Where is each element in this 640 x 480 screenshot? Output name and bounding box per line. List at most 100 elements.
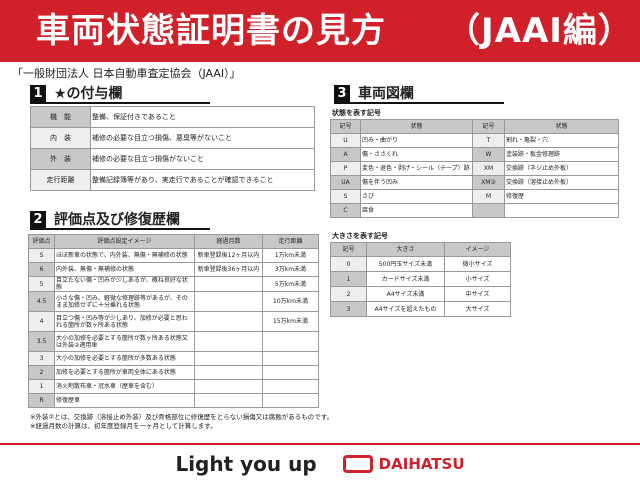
column-header: 経過月数 bbox=[194, 234, 263, 249]
table-cell: 変色・退色・剥げ・シール（テープ）跡 bbox=[360, 161, 473, 176]
table-cell bbox=[194, 393, 263, 408]
table-cell: 3 bbox=[28, 351, 55, 366]
table-cell bbox=[194, 311, 263, 332]
table-cell: 補修の必要な目立つ損傷がないこと bbox=[90, 148, 315, 170]
organization-label: 「一般財団法人 日本自動車査定協会（JAAI）」 bbox=[12, 67, 241, 80]
table-row: 2 A4サイズ未満 中サイズ bbox=[330, 286, 511, 302]
table-cell bbox=[262, 379, 319, 394]
table-row: S ほぼ新車の状態で、内外装、無傷・無補修の状態 新車登録後12ヶ月以内 1万km未満 bbox=[28, 248, 319, 263]
column-header: 走行距離 bbox=[262, 234, 319, 249]
table-cell: XM bbox=[472, 161, 505, 176]
table-row: 内 装補修の必要な目立つ損傷、悪臭等がないこと bbox=[30, 127, 315, 149]
column-header: 記号 bbox=[472, 119, 505, 134]
divider bbox=[0, 443, 640, 445]
table-cell: U bbox=[330, 133, 361, 148]
table-row: 2 加修を必要とする箇所が車両全体にある状態 bbox=[28, 365, 319, 380]
table-row: 機 能整備、保証付きであること bbox=[30, 106, 315, 128]
table-cell: 2 bbox=[28, 365, 55, 380]
table-cell: 凹み・曲がり bbox=[360, 133, 473, 148]
table-row: UA 傷を伴う凹み XM② 交換跡（溶接止め外板） bbox=[330, 175, 619, 190]
table-cell: 割れ・亀裂・穴 bbox=[504, 133, 619, 148]
section-title: 評価点及び修復歴欄 bbox=[54, 212, 180, 228]
table-row: 1 消火剤散布車・冠水車（歴車を含む） bbox=[28, 379, 319, 394]
table-cell: 2 bbox=[330, 286, 367, 302]
table-cell: 塗装跡・板金修理跡 bbox=[504, 147, 619, 162]
table-cell: 中サイズ bbox=[444, 286, 511, 302]
table-cell bbox=[504, 203, 619, 218]
table-cell: XM② bbox=[472, 175, 505, 190]
table-cell bbox=[194, 276, 263, 292]
column-header: イメージ bbox=[444, 242, 511, 257]
footer: Light you up DAIHATSU bbox=[0, 448, 640, 480]
table-cell bbox=[194, 351, 263, 366]
table-row: 外 装補修の必要な目立つ損傷がないこと bbox=[30, 148, 315, 170]
table-row: 1 カードサイズ未満 小サイズ bbox=[330, 271, 511, 287]
table-cell bbox=[194, 331, 263, 352]
table-cell: 補修の必要な目立つ損傷、悪臭等がないこと bbox=[90, 127, 315, 149]
star-table: 機 能整備、保証付きであること内 装補修の必要な目立つ損傷、悪臭等がないこと外 … bbox=[30, 106, 315, 191]
table-cell bbox=[262, 365, 319, 380]
table-cell: W bbox=[472, 147, 505, 162]
table-cell: 傷を伴う凹み bbox=[360, 175, 473, 190]
section-title: 車両図欄 bbox=[358, 86, 414, 102]
size-symbols-table: 記号 大きさ イメージ 0 500円玉サイズ未満 微小サイズ 1 カードサイズ未満 小サイズ 2 A… bbox=[330, 242, 511, 317]
section-1-heading: 1 ★の付与欄 bbox=[30, 84, 210, 104]
table-cell: 6 bbox=[28, 262, 55, 277]
table-cell: 加修を必要とする箇所が車両全体にある状態 bbox=[54, 365, 195, 380]
table-row: 3 大小の加修を必要とする箇所が多数ある状態 bbox=[28, 351, 319, 366]
section-number: 2 bbox=[30, 210, 46, 228]
table-cell: 大小の加修を必要とする箇所が数ヶ所ある状態又は外装②適用車 bbox=[54, 331, 195, 352]
table-cell bbox=[472, 203, 505, 218]
notes: ※外装②とは、交換跡（溶接止め外装）及び骨格部位に修復歴をとらない損傷又は腐蝕が… bbox=[30, 413, 333, 431]
table-cell: 1 bbox=[330, 271, 367, 287]
condition-symbols-caption: 状態を表す記号 bbox=[332, 109, 381, 117]
table-cell: 1万km未満 bbox=[262, 248, 319, 263]
table-row: C 腐食 bbox=[330, 203, 619, 218]
table-row: 走行距離 整備記録簿等があり、実走行であることが確認できること bbox=[30, 169, 315, 191]
table-cell: 大サイズ bbox=[444, 301, 511, 317]
table-cell: T bbox=[472, 133, 505, 148]
table-cell: 傷・ささくれ bbox=[360, 147, 473, 162]
title-banner: 車両状態証明書の見方 （JAAI編） bbox=[0, 0, 640, 62]
table-cell: 腐食 bbox=[360, 203, 473, 218]
table-row: 4.5 小さな傷・凹み、軽微な修理跡等があるが、そのまま加修せずに十分乗れる状態 1… bbox=[28, 291, 319, 312]
table-cell: 整備、保証付きであること bbox=[90, 106, 315, 128]
page-title: 車両状態証明書の見方 bbox=[36, 11, 386, 51]
column-header: 評価点設定イメージ bbox=[54, 234, 195, 249]
section-2-heading: 2 評価点及び修復歴欄 bbox=[30, 210, 210, 230]
table-cell: 0 bbox=[330, 256, 367, 272]
table-row: R 修復歴車 bbox=[28, 393, 319, 408]
column-header: 状態 bbox=[360, 119, 473, 134]
table-cell: S bbox=[330, 189, 361, 204]
section-title: ★の付与欄 bbox=[54, 86, 123, 102]
table-cell bbox=[194, 365, 263, 380]
table-cell: 修復歴車 bbox=[54, 393, 195, 408]
table-row: 5 目立たない傷・凹みが少しあるが、概ね良好な状態 5万km未満 bbox=[28, 276, 319, 292]
table-cell: 10万km未満 bbox=[262, 291, 319, 312]
table-cell: 内 装 bbox=[30, 127, 91, 149]
table-cell: 目立たない傷・凹みが少しあるが、概ね良好な状態 bbox=[54, 276, 195, 292]
section-number: 3 bbox=[334, 84, 350, 102]
slogan-logo: Light you up bbox=[175, 452, 317, 476]
table-cell: A4サイズ未満 bbox=[366, 286, 445, 302]
table-cell: 走行距離 bbox=[30, 169, 91, 191]
table-cell bbox=[262, 351, 319, 366]
table-cell: 目立つ傷・凹み等が少しあり、加修が必要と思われる箇所が数ヶ所ある状態 bbox=[54, 311, 195, 332]
table-cell: 500円玉サイズ未満 bbox=[366, 256, 445, 272]
table-cell: 内外装、無傷・無補修の状態 bbox=[54, 262, 195, 277]
table-cell: 交換跡（溶接止め外板） bbox=[504, 175, 619, 190]
table-cell: 5 bbox=[28, 276, 55, 292]
size-symbols-caption: 大きさを表す記号 bbox=[332, 232, 388, 240]
table-row: U 凹み・曲がり T 割れ・亀裂・穴 bbox=[330, 133, 619, 148]
note: ※外装②とは、交換跡（溶接止め外装）及び骨格部位に修復歴をとらない損傷又は腐蝕が… bbox=[30, 413, 334, 421]
daihatsu-mark-icon bbox=[342, 455, 373, 473]
table-cell: ほぼ新車の状態で、内外装、無傷・無補修の状態 bbox=[54, 248, 195, 263]
table-cell: S bbox=[28, 248, 55, 263]
table-cell: A4サイズを超えたもの bbox=[366, 301, 445, 317]
table-cell bbox=[194, 379, 263, 394]
evaluation-table: 評価点 評価点設定イメージ 経過月数 走行距離 S ほぼ新車の状態で、内外装、無傷・無補修… bbox=[28, 234, 319, 408]
table-cell: 3.5 bbox=[28, 331, 55, 352]
page-subtitle: （JAAI編） bbox=[446, 11, 633, 51]
table-cell: 機 能 bbox=[30, 106, 91, 128]
note: ※経過月数の計算は、初年度登録月を一ヶ月として計算します。 bbox=[30, 422, 217, 430]
